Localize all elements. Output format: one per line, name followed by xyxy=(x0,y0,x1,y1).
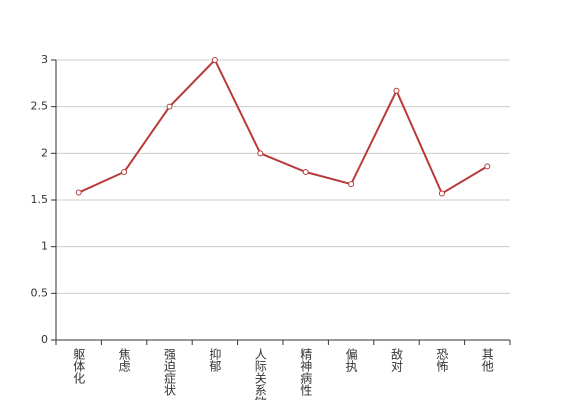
x-tick-label: 精神病性 xyxy=(299,348,313,397)
y-tick-label: 1 xyxy=(41,240,48,253)
point xyxy=(438,190,445,197)
point xyxy=(302,169,309,175)
y-tick-label: 0.5 xyxy=(31,286,49,299)
x-tick-label: 强迫症状 xyxy=(163,348,177,396)
point xyxy=(121,169,128,175)
x-tick-label: 人际关系敏感 xyxy=(253,348,267,400)
point xyxy=(257,150,264,157)
y-tick-label: 3 xyxy=(41,53,48,66)
point xyxy=(348,181,355,188)
point xyxy=(166,103,173,110)
line xyxy=(78,58,488,195)
x-tick-label: 偏执 xyxy=(344,347,358,373)
x-tick-label: 敌对 xyxy=(390,347,404,372)
x-tick-label: 其他 xyxy=(480,348,494,372)
y-tick-label: 1.5 xyxy=(31,193,49,206)
y-tick-label: 2.5 xyxy=(31,100,49,113)
point xyxy=(393,87,400,94)
y-tick-label: 0 xyxy=(41,333,48,346)
point xyxy=(75,189,82,196)
point xyxy=(211,57,218,63)
x-tick-label: 抑郁 xyxy=(208,347,222,373)
y-tick-label: 2 xyxy=(41,146,48,159)
point xyxy=(484,163,491,170)
x-tick-label: 躯体化 xyxy=(72,347,86,385)
x-tick-label: 恐怖 xyxy=(435,348,449,372)
x-tick-label: 焦虑 xyxy=(117,348,131,372)
